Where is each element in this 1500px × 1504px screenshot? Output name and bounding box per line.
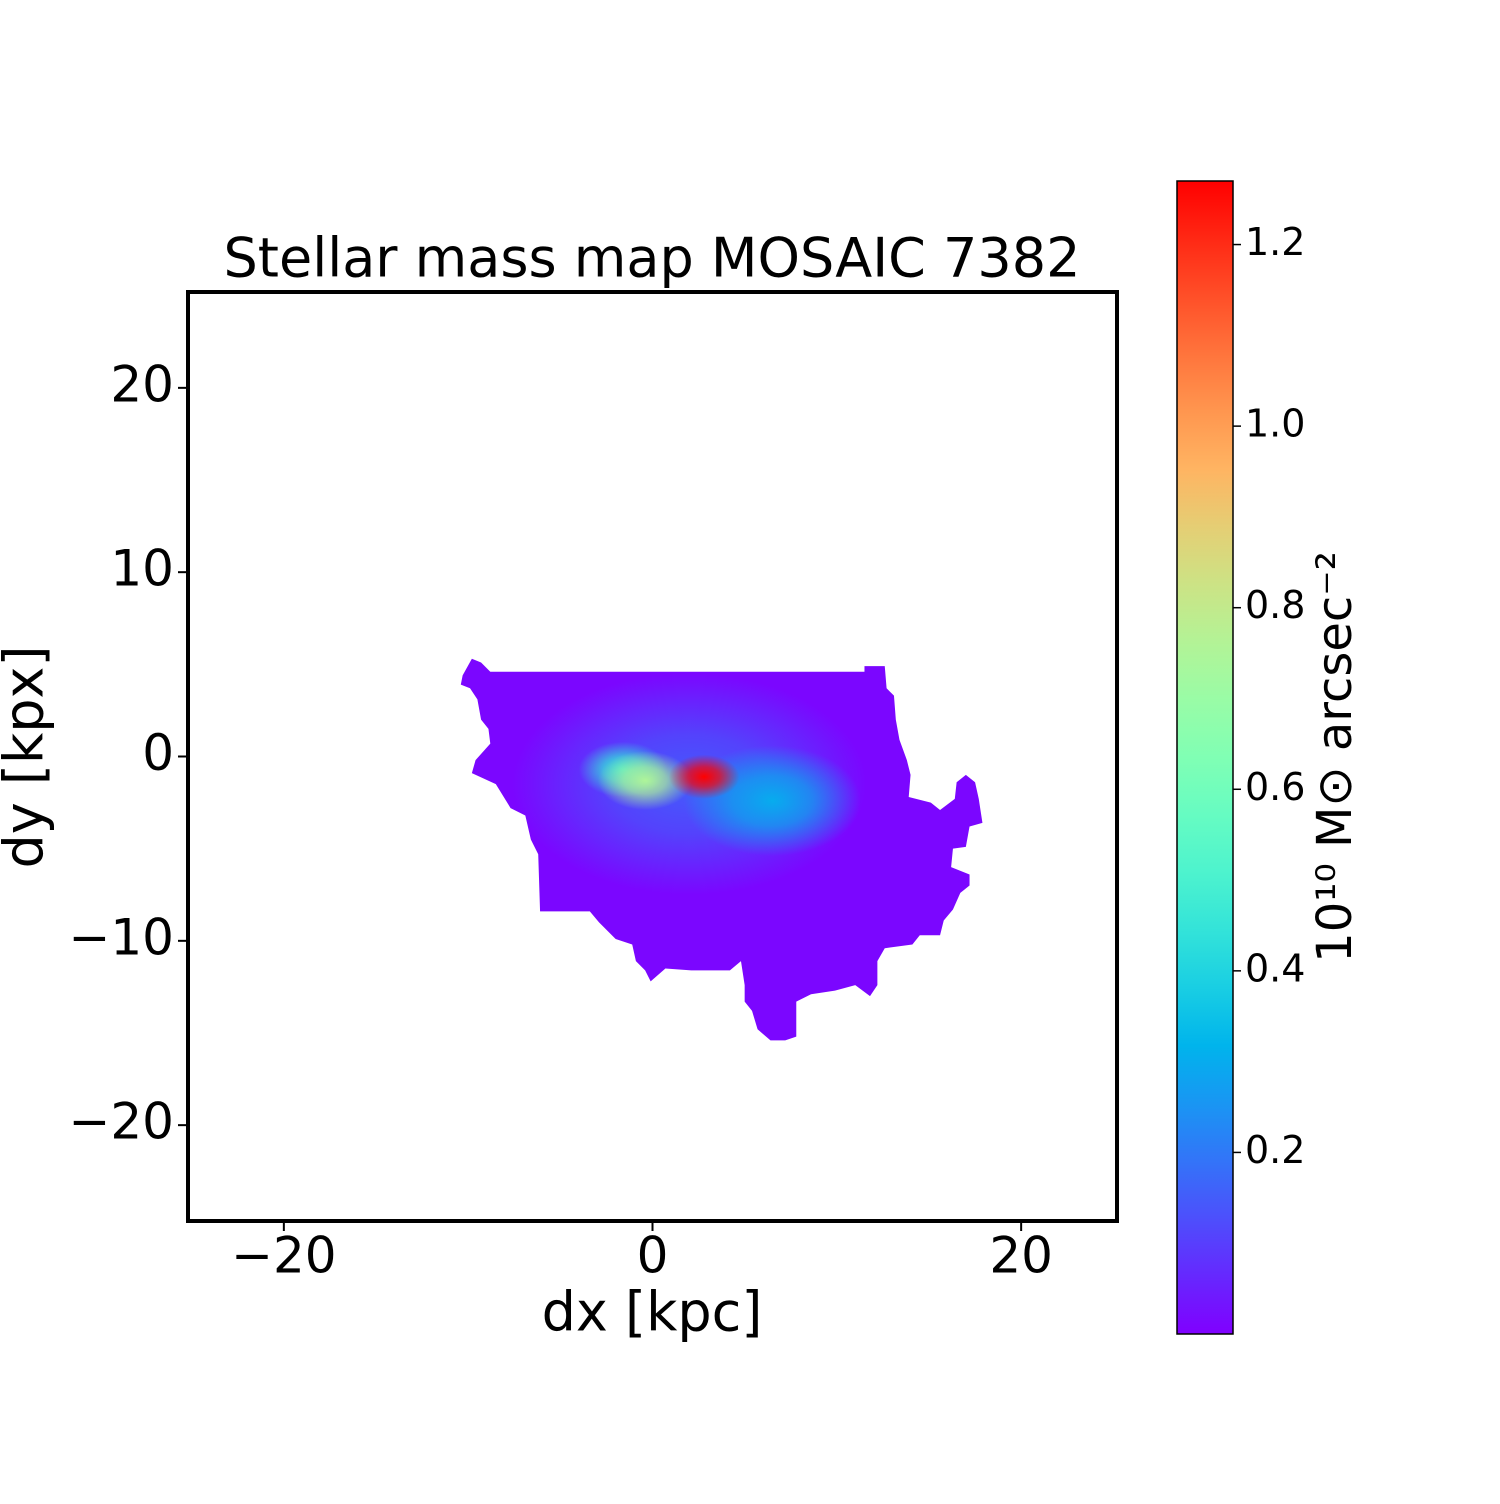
colorbar-tick-label: 0.8 — [1245, 583, 1305, 627]
density-peak — [668, 754, 740, 799]
chart-title: Stellar mass map MOSAIC 7382 — [224, 227, 1081, 290]
y-tick-label: −10 — [68, 908, 174, 966]
y-tick-label: 20 — [110, 355, 174, 413]
density-peak — [597, 750, 693, 810]
y-axis-label: dy [kpx] — [0, 645, 56, 868]
colorbar-label: 10¹⁰ M⊙ arcsec⁻² — [1307, 551, 1363, 963]
peak-group — [512, 673, 867, 895]
y-tick-label: −20 — [68, 1093, 174, 1151]
x-tick-label: 20 — [989, 1227, 1053, 1285]
x-axis-label: dx [kpc] — [542, 1281, 763, 1344]
colorbar-tick-label: 1.0 — [1245, 402, 1305, 446]
y-tick-label: 0 — [142, 724, 174, 782]
x-tick-label: 0 — [637, 1227, 669, 1285]
colorbar-tick-label: 0.2 — [1245, 1128, 1305, 1172]
colorbar — [1176, 180, 1234, 1335]
colorbar-tick-label: 1.2 — [1245, 220, 1305, 264]
x-tick-label: −20 — [231, 1227, 337, 1285]
y-tick-label: 10 — [110, 540, 174, 598]
colorbar-tick-label: 0.4 — [1245, 946, 1305, 990]
colorbar-tick-label: 0.6 — [1245, 765, 1305, 809]
